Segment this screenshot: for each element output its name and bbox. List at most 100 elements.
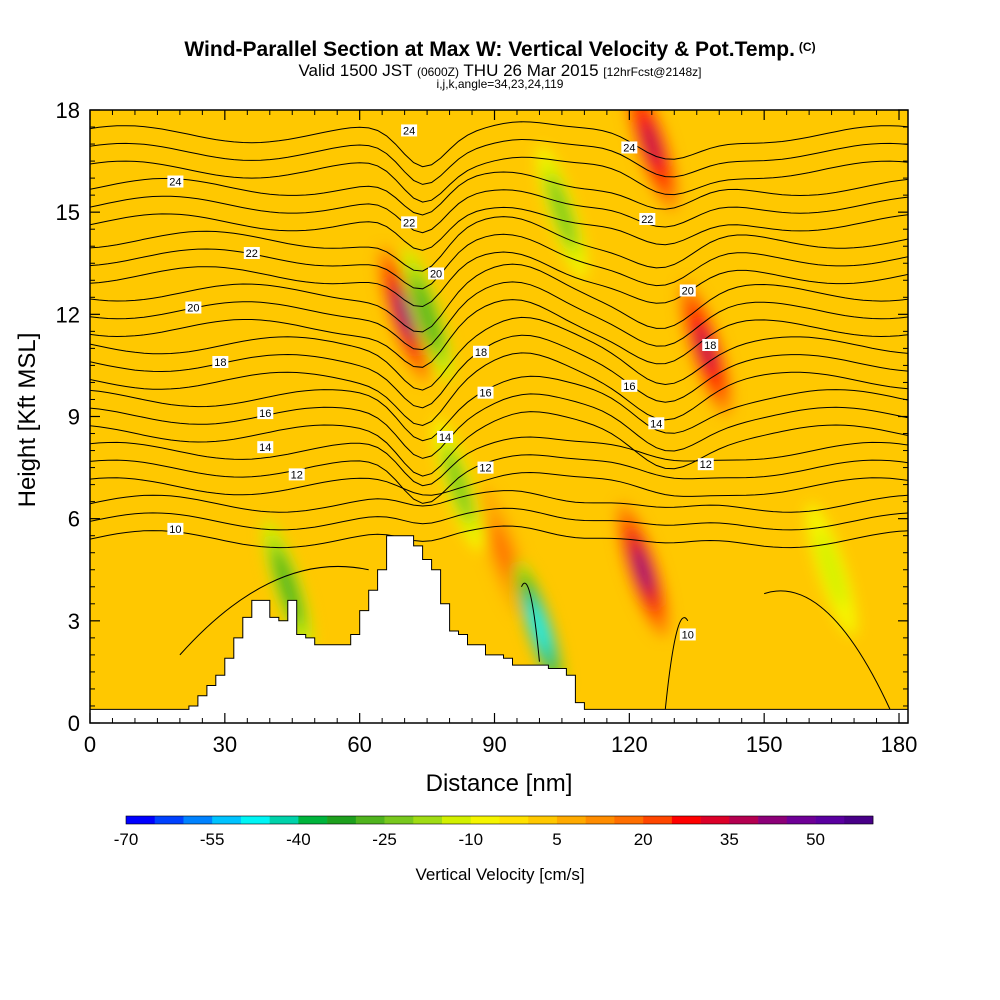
contour-label: 18 [702,338,719,352]
colorbar-swatch [413,816,443,824]
theta-contour-line [90,471,908,497]
contour-label-text: 12 [700,459,712,471]
contour-label-text: 10 [169,524,181,536]
colorbar-tick-label: 20 [634,830,653,849]
colorbar-tick-label: 5 [552,830,561,849]
y-tick-label: 9 [68,405,80,430]
colorbar-swatch [614,816,644,824]
theta-contour-line [90,490,908,513]
colorbar-frame [125,815,874,825]
updraft-region [633,547,652,593]
contour-label: 20 [185,301,202,315]
y-tick-label: 3 [68,609,80,634]
colorbar-tick-label: -55 [200,830,225,849]
plot-background [90,110,908,723]
theta-contour-line [90,156,908,203]
theta-contour-line [90,171,908,216]
contour-label: 14 [648,417,665,430]
terrain-mask [90,535,908,723]
contour-label-bg [401,216,418,229]
contour-label-bg [401,124,418,137]
colorbar-swatch [700,816,730,824]
theta-contour-line [90,436,908,487]
contour-label-text: 18 [704,340,716,352]
colorbar-tick-label: -25 [372,830,397,849]
y-tick-label: 12 [56,302,80,327]
downdraft-region [279,564,297,610]
contour-label: 22 [639,212,656,226]
title-unit: (C) [798,40,816,54]
colorbar-swatch [240,816,270,824]
x-tick-label: 0 [84,732,96,757]
contour-label-bg [185,301,202,314]
contour-label-bg [702,338,719,351]
chart-subtitle: Valid 1500 JST (0600Z) THU 26 Mar 2015 [… [0,61,1000,81]
x-axis-title: Distance [nm] [426,770,573,797]
colorbar-swatch [844,816,874,824]
colorbar-swatch [470,816,500,824]
contour-label: 20 [679,284,696,297]
contour-label: 10 [679,628,696,641]
contour-label-text: 20 [187,303,199,315]
contour-label-bg [257,407,274,420]
downdraft-region [553,189,571,235]
contour-label: 16 [477,386,494,400]
contour-label-bg [288,468,305,481]
contour-label-bg [243,247,260,260]
colorbar-title: Vertical Velocity [cm/s] [415,865,584,884]
contour-label: 24 [167,175,184,189]
colorbar-swatch [298,816,328,824]
theta-contour-line [764,590,891,710]
theta-contour-line [90,251,908,308]
contour-label-text: 16 [259,408,271,420]
contour-label: 10 [167,522,184,536]
contour-label-text: 18 [214,357,226,369]
contour-label-text: 24 [623,142,635,154]
plot-area: 24 22 20 18 16 14 12 10 24 22 20 18 16 14 12 24 22 20 18 16… [90,110,908,723]
contour-label: 16 [621,379,638,393]
contour-label-text: 14 [259,442,271,454]
contour-label-text: 22 [403,217,415,229]
contour-label-text: 14 [650,418,662,430]
colorbar-tick-label: -70 [114,830,139,849]
subtitle-forecast: [12hrFcst@2148z] [603,65,702,79]
y-tick-label: 0 [68,711,80,736]
downdraft-region [418,291,436,338]
contour-label: 18 [473,345,490,359]
chart-title: Wind-Parallel Section at Max W: Vertical… [0,38,1000,62]
contour-label-text: 18 [475,347,487,359]
contour-label-bg [697,458,714,471]
contour-label-bg [428,267,445,280]
x-tick-label: 90 [482,732,506,757]
colorbar-swatch [643,816,673,824]
contour-label: 14 [437,430,454,444]
theta-contour-line [90,206,908,251]
theta-contour-line [90,316,908,391]
contour-label: 12 [697,458,714,471]
contour-label-bg [679,284,696,297]
colorbar-tick-label: 50 [806,830,825,849]
contour-label-bg [212,356,229,369]
colorbar-swatch [269,816,299,824]
theta-contour-line [90,454,908,504]
axes: 0 30 60 90 120 150 180 0 3 6 9 12 15 18 [56,98,918,757]
contour-label-bg [621,141,638,154]
downdraft-region [449,461,468,508]
theta-contour-line [90,352,908,427]
downdraft-region [822,547,841,593]
theta-contour-line [90,411,908,477]
y-tick-label: 18 [56,98,80,123]
contour-label: 12 [288,468,305,481]
colorbar-tick-label: -40 [286,830,311,849]
theta-contours [90,121,908,710]
subtitle-date: THU 26 Mar 2015 [463,61,599,80]
colorbar-swatch [499,816,529,824]
colorbar-swatch [384,816,414,824]
contour-label: 20 [428,267,445,280]
contour-label-text: 22 [641,214,653,226]
x-tick-label: 60 [347,732,371,757]
contour-label-text: 16 [623,381,635,393]
colorbar-swatch [212,816,242,824]
theta-contour-line [179,566,369,656]
